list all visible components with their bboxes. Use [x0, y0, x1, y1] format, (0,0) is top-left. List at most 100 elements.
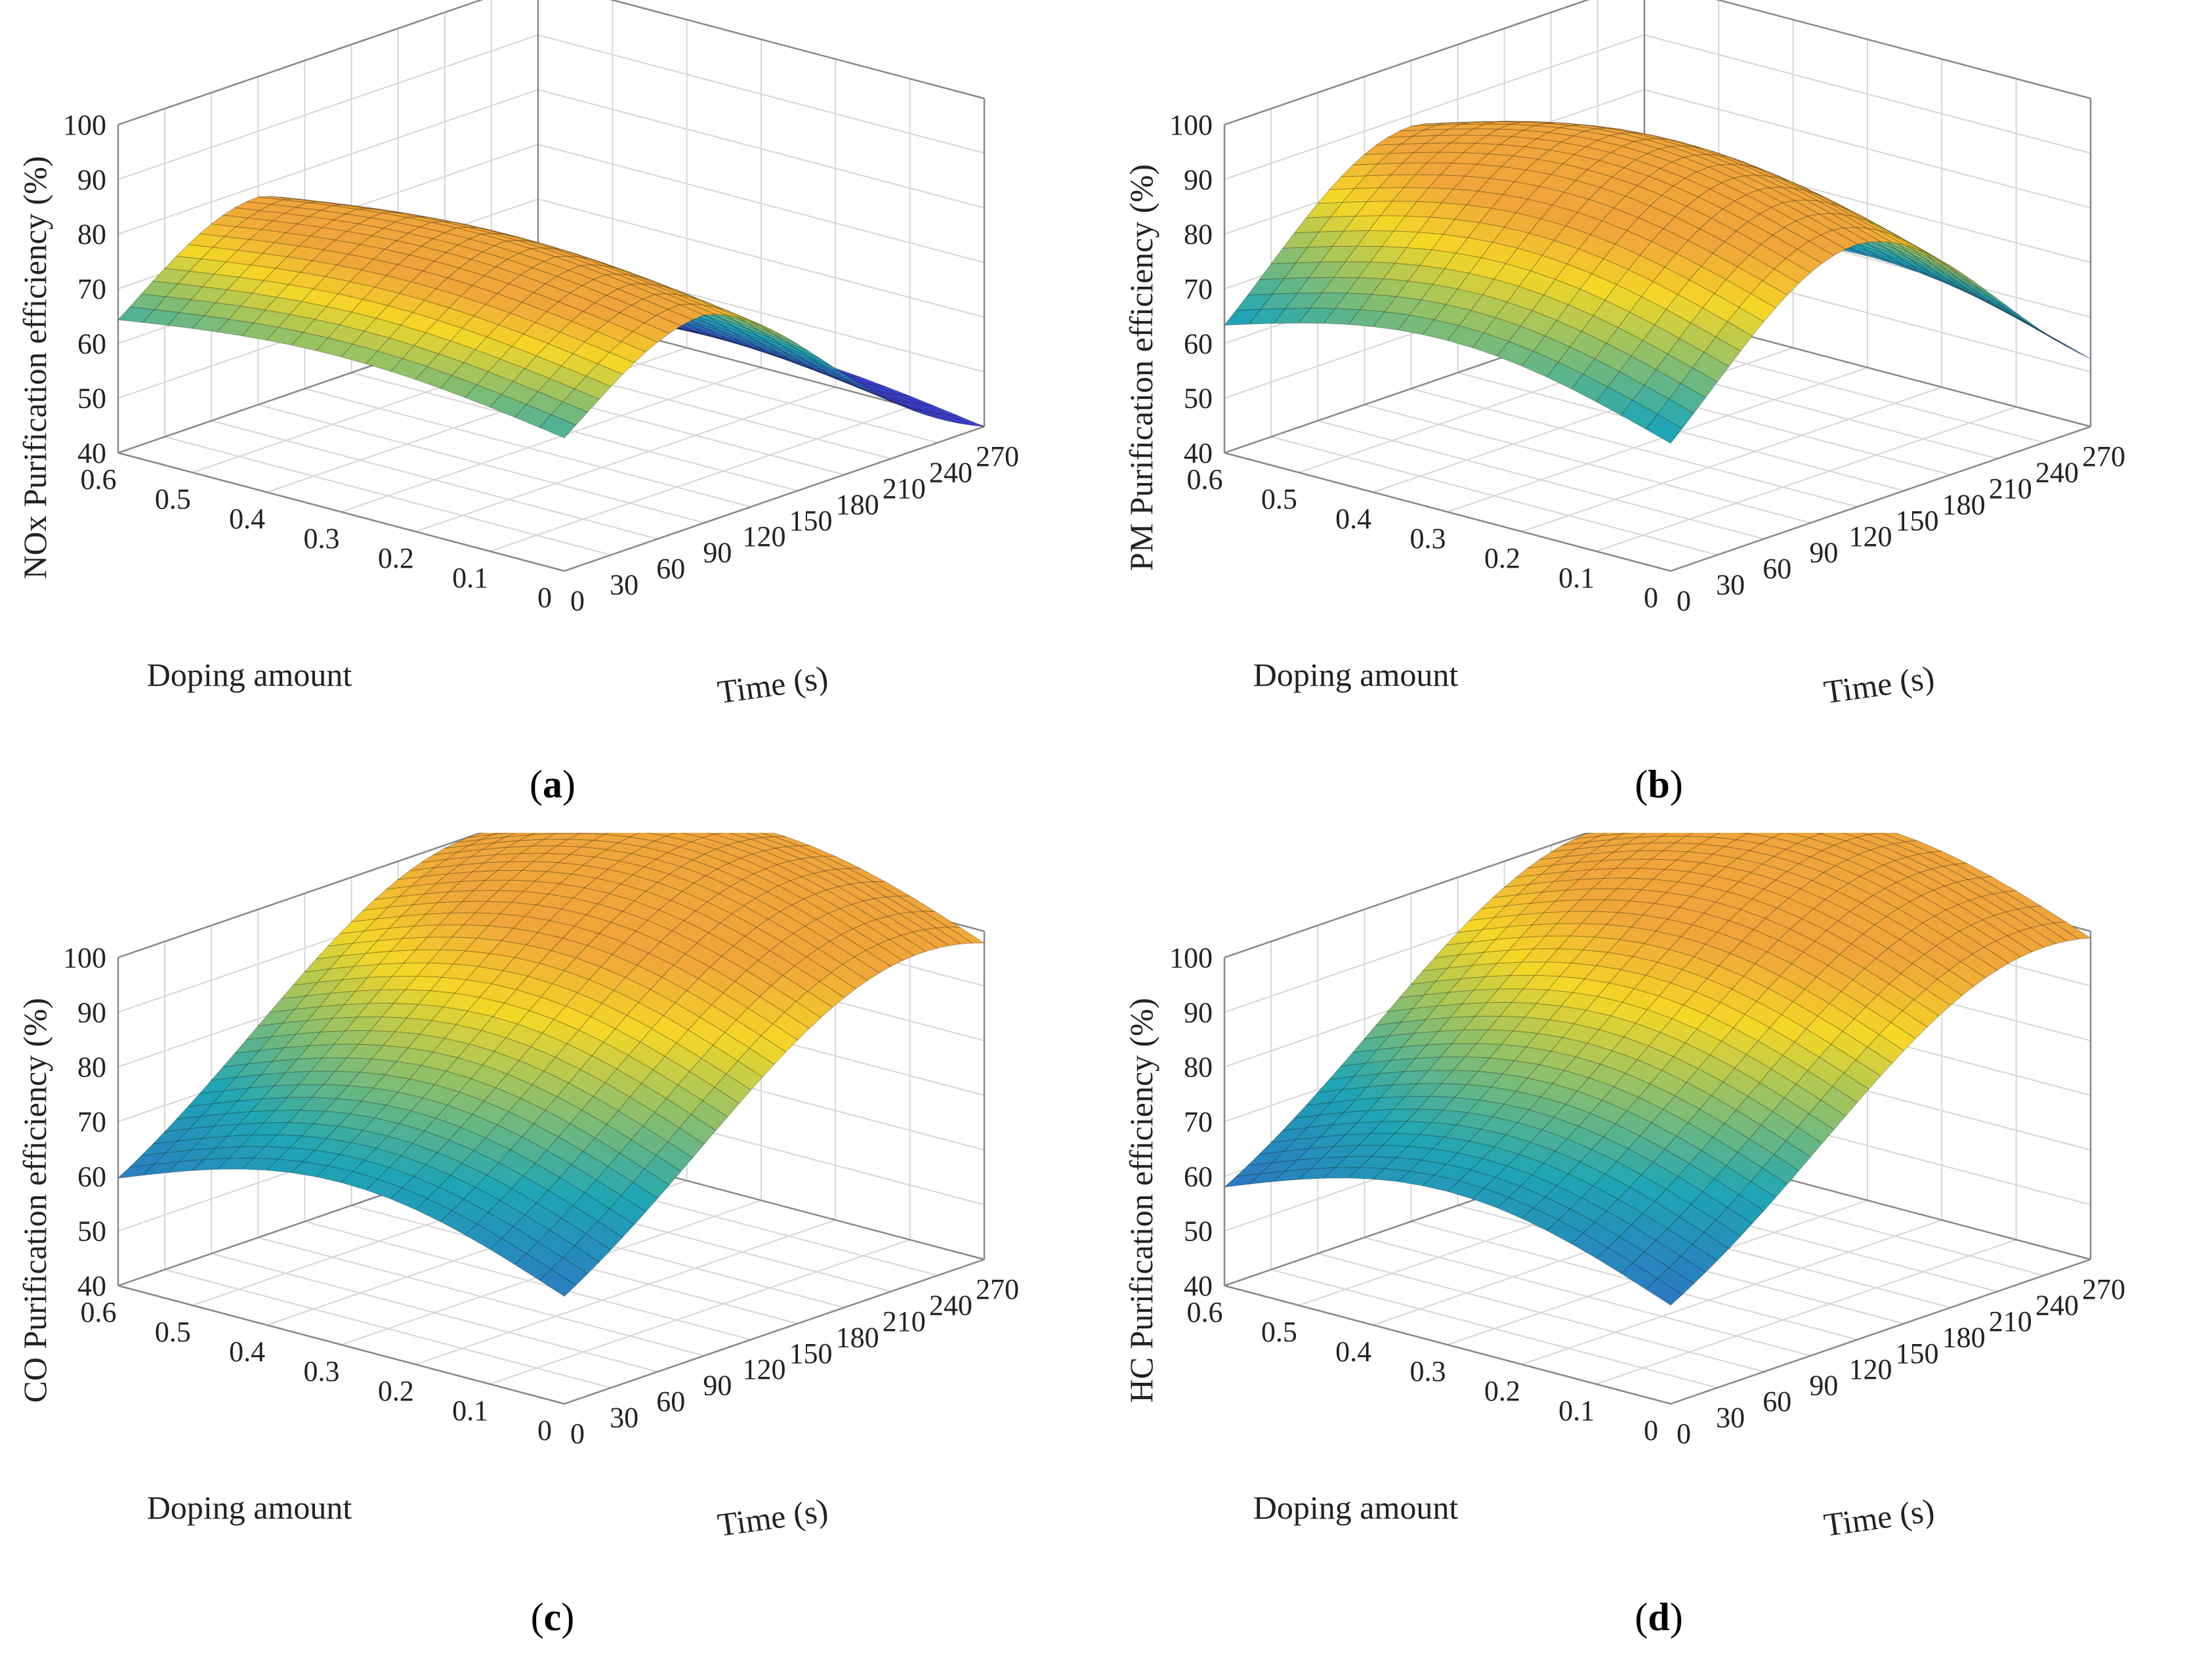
y-tick-label: 0	[1644, 581, 1658, 614]
z-tick-label: 90	[1184, 996, 1213, 1028]
x-tick-label: 240	[2035, 1289, 2079, 1321]
y-tick-label: 0.4	[229, 1336, 265, 1368]
surface-mesh	[117, 196, 985, 438]
wall-grid-line	[1224, 0, 1589, 125]
surface-mesh	[1223, 833, 2092, 1306]
floor-grid-line	[1596, 1239, 2016, 1385]
surface-patch	[2028, 906, 2067, 923]
surface-patch	[948, 414, 985, 427]
y-tick-label: 0.2	[378, 542, 414, 574]
surface-patch	[1880, 833, 1917, 843]
y-tick-label: 0.4	[229, 503, 265, 535]
panel-caption: (c)	[531, 1595, 575, 1639]
tick-labels: 40 50 60 70 80 90 100 0 0.1 0.2 0.3 0.4 0.5 0.6 0 30 60 9…	[1169, 942, 2125, 1450]
axis-box-edge	[1715, 0, 2091, 100]
axis-box-edge	[1224, 452, 1671, 572]
z-tick-label: 50	[1184, 383, 1213, 415]
z-tick-label: 50	[1184, 1215, 1213, 1248]
surface-patch	[1929, 851, 1968, 865]
surface-patch	[728, 833, 763, 840]
z-tick-label: 100	[1169, 942, 1213, 974]
floor-grid-line	[490, 1239, 910, 1385]
wall-grid-line	[1224, 34, 1645, 180]
surface-patch	[1661, 833, 1694, 837]
surface-patch	[2003, 890, 2042, 908]
y-tick-label: 0.2	[1484, 1375, 1520, 1407]
x-tick-label: 180	[1942, 488, 1986, 520]
surface-patch	[604, 833, 640, 837]
y-tick-label: 0.3	[1410, 522, 1446, 555]
y-tick-label: 0	[537, 581, 552, 614]
z-tick-label: 80	[1184, 1051, 1213, 1084]
wall-grid-line	[1644, 89, 2091, 209]
surface-patch	[1841, 833, 1871, 838]
wall-grid-line	[117, 34, 539, 180]
x-tick-label: 150	[789, 505, 833, 537]
y-tick-label: 0.6	[1187, 1296, 1223, 1328]
y-tick-label: 0.5	[155, 1316, 191, 1348]
x-axis-title: Time (s)	[715, 659, 830, 711]
z-axis-title: NOx Purification efficiency (%)	[16, 156, 53, 580]
z-tick-label: 60	[77, 1160, 106, 1192]
x-tick-label: 150	[1896, 505, 1939, 537]
surface-mesh	[117, 833, 986, 1297]
x-tick-label: 90	[1809, 1370, 1838, 1402]
x-tick-label: 30	[1716, 569, 1745, 601]
y-tick-label: 0.2	[1484, 542, 1520, 574]
panel-caption: (b)	[1635, 763, 1682, 806]
axis-box-edge	[609, 0, 985, 100]
z-tick-label: 90	[77, 996, 106, 1028]
x-tick-label: 30	[1716, 1402, 1745, 1434]
surface-patch	[872, 881, 911, 896]
surface-patch	[898, 394, 935, 407]
surface-plot-a: 40 50 60 70 80 90 100 0 0.1 0.2 0.3 0.4 0.5 0.6 0 30 60 9…	[16, 0, 1019, 806]
surface-patch	[1598, 833, 1626, 837]
x-tick-label: 60	[656, 1385, 685, 1418]
x-tick-label: 60	[656, 553, 685, 585]
x-tick-label: 150	[1896, 1338, 1939, 1370]
floor-grid-line	[341, 367, 762, 513]
z-axis-title: HC Purification efficiency (%)	[1123, 998, 1159, 1403]
y-tick-label: 0.6	[1187, 463, 1223, 495]
y-tick-label: 0.6	[81, 463, 117, 495]
z-axis-title: PM Purification efficiency (%)	[1123, 164, 1159, 571]
z-tick-label: 70	[77, 1106, 106, 1138]
axis-box-edge	[564, 1258, 985, 1405]
wall-grid-line	[117, 0, 483, 125]
floor-grid-line	[1522, 1219, 1942, 1365]
panel-caption-letter: c	[544, 1595, 562, 1639]
axis-box-edge	[1670, 425, 2091, 572]
surface-patch	[665, 833, 704, 843]
floor-grid-line	[1522, 387, 1942, 532]
y-tick-label: 0.5	[155, 483, 191, 515]
x-axis-title: Time (s)	[1822, 1492, 1936, 1544]
surface-patch	[1930, 275, 1967, 293]
y-tick-label: 0.3	[1410, 1355, 1446, 1387]
surface-patch	[1685, 833, 1721, 837]
x-tick-label: 0	[570, 585, 585, 617]
y-tick-label: 0	[537, 1414, 552, 1446]
x-tick-label: 180	[836, 488, 879, 520]
surface-patch	[1978, 876, 2018, 893]
axis-box-edge	[117, 0, 484, 126]
z-tick-label: 40	[77, 1270, 106, 1302]
grid-lines	[117, 0, 986, 572]
surface-patch	[645, 833, 677, 837]
wall-grid-line	[537, 198, 985, 318]
axis-box-edge	[564, 425, 985, 572]
y-tick-label: 0.2	[378, 1375, 414, 1407]
x-axis-title: Time (s)	[715, 1492, 830, 1544]
z-tick-label: 100	[63, 942, 106, 974]
y-tick-label: 0	[1644, 1414, 1658, 1446]
wall-grid-line	[117, 89, 539, 235]
y-tick-label: 0.5	[1261, 1316, 1297, 1348]
x-tick-label: 0	[1677, 1418, 1691, 1450]
surface-patch	[1880, 257, 1917, 272]
x-tick-label: 180	[836, 1321, 879, 1353]
x-tick-label: 240	[929, 456, 972, 488]
z-tick-label: 60	[77, 327, 106, 360]
y-tick-label: 0.1	[1558, 562, 1595, 594]
y-axis-title: Doping amount	[147, 1489, 352, 1526]
z-tick-label: 60	[1184, 1160, 1213, 1192]
z-tick-label: 40	[1184, 437, 1213, 469]
